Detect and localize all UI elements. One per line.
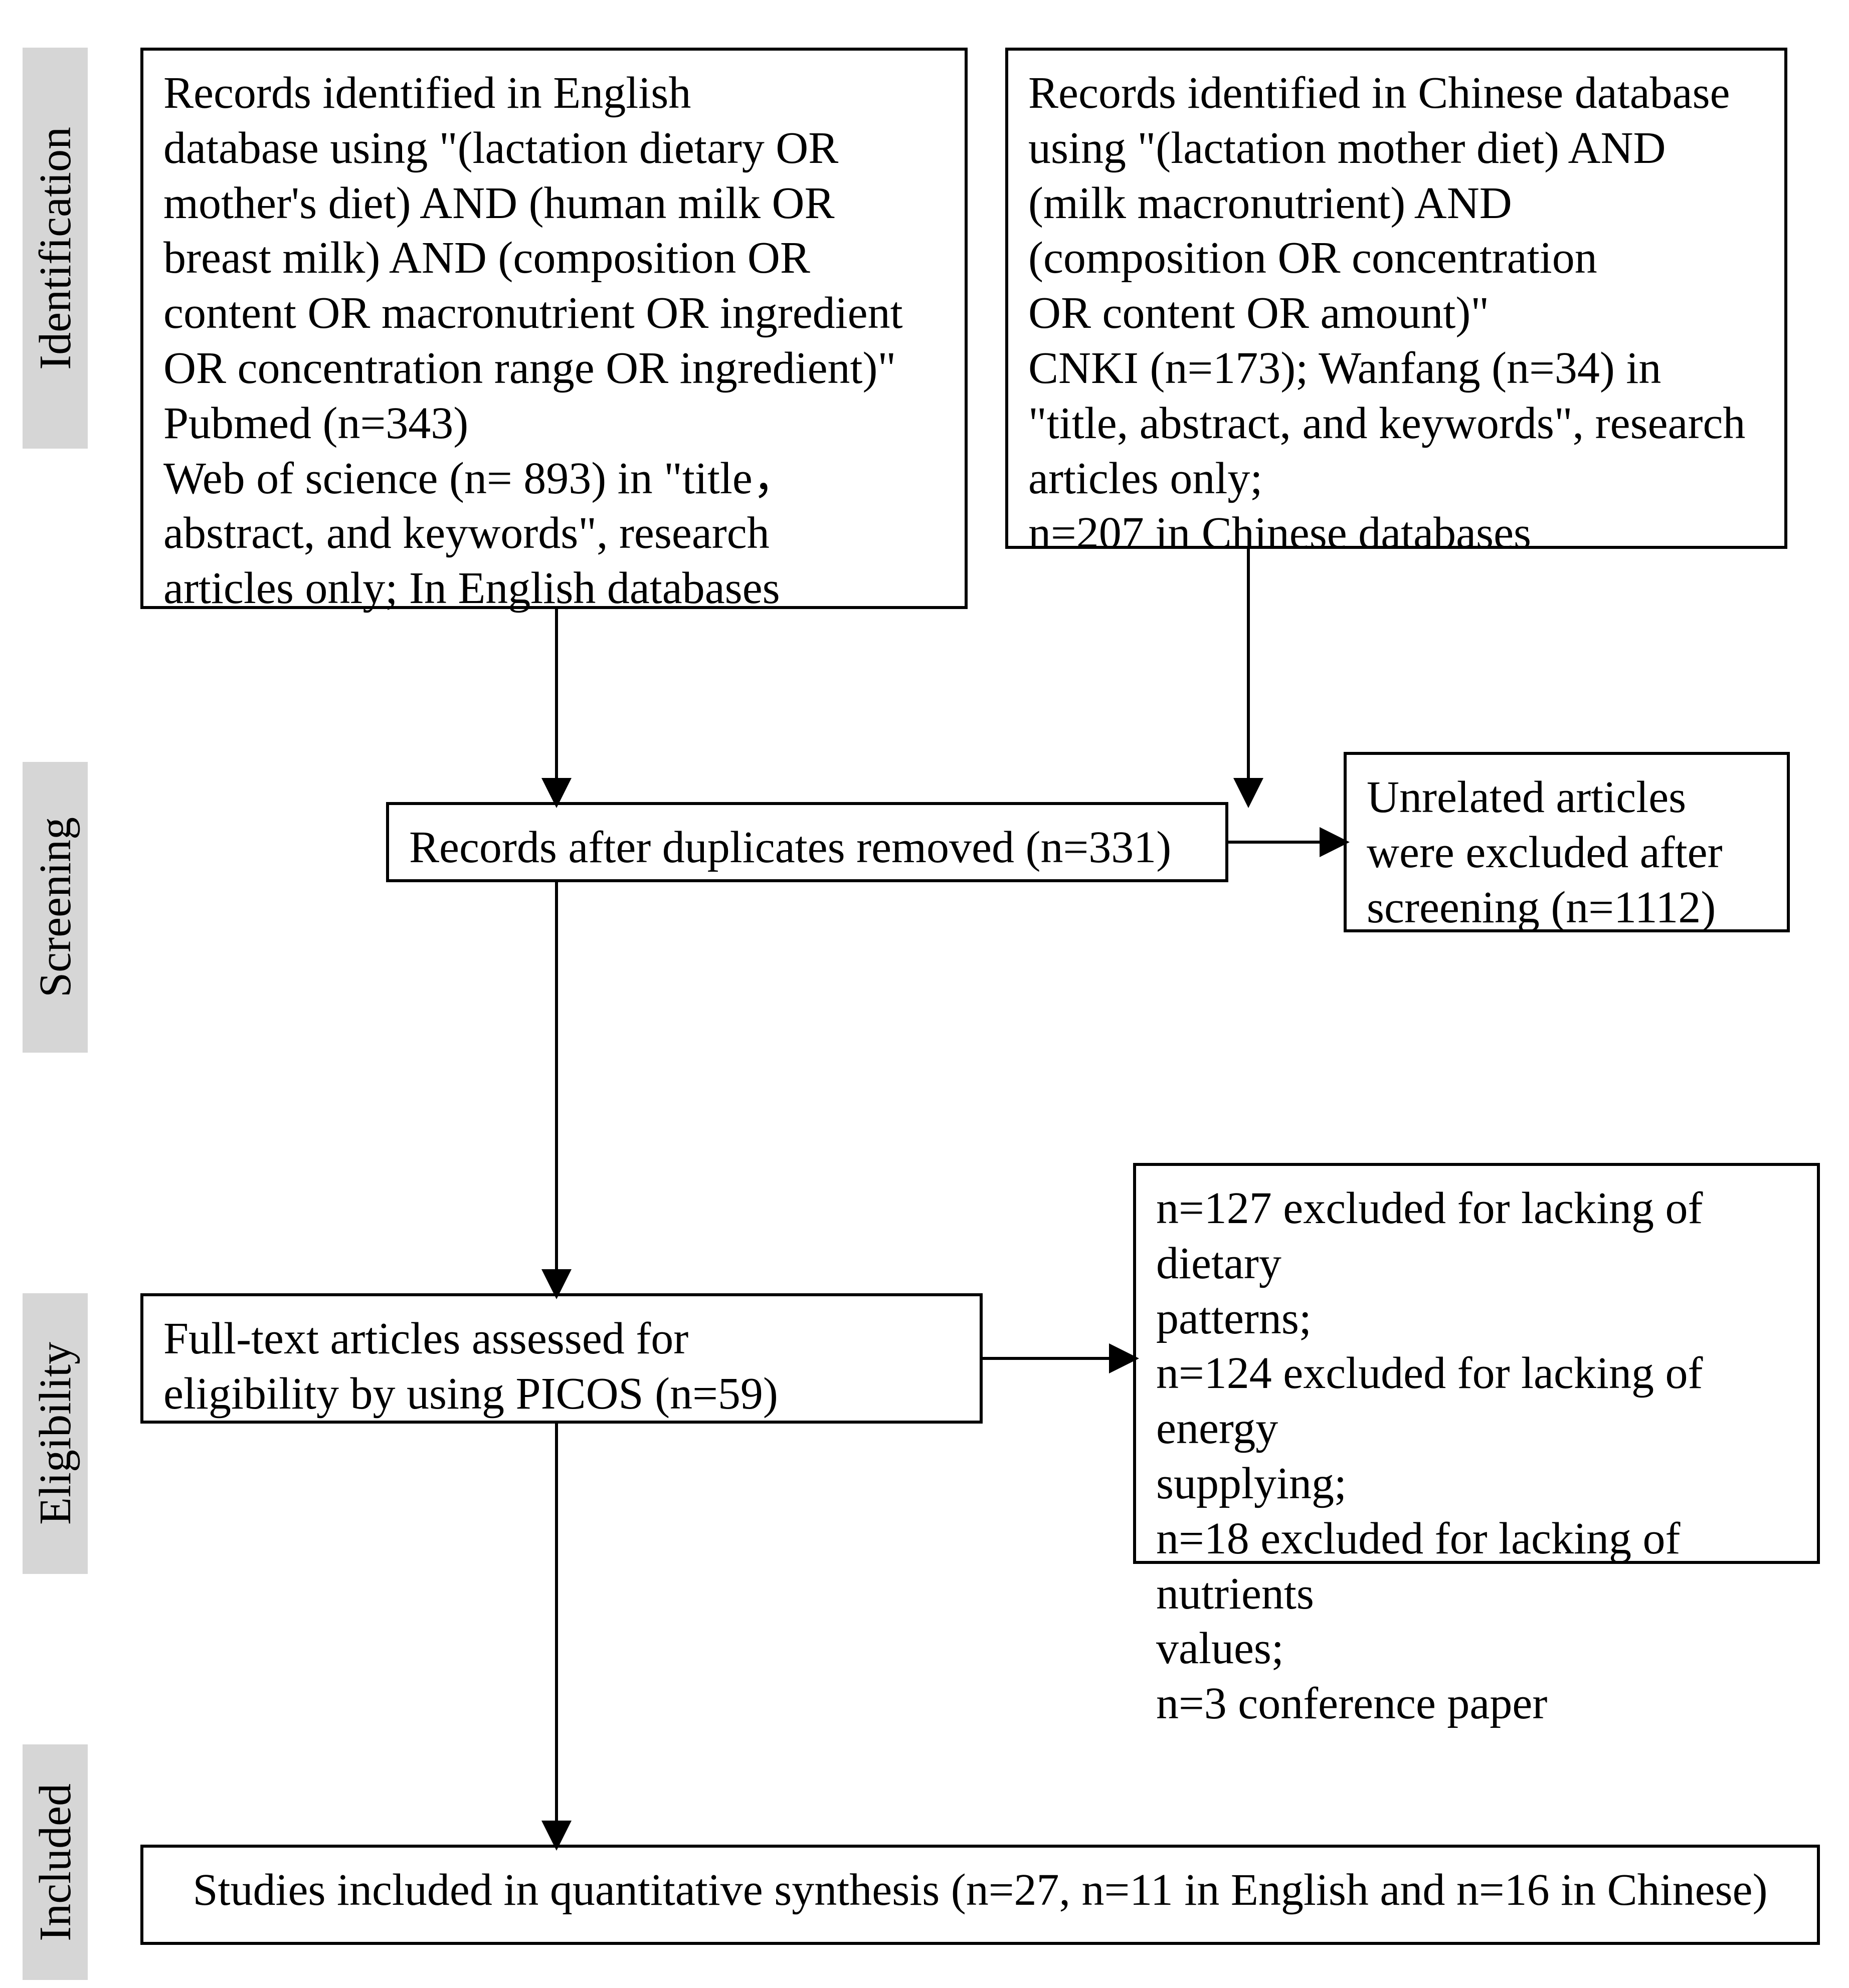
stage-text: Screening (30, 817, 81, 998)
box-line: database using "(lactation dietary OR (163, 121, 945, 176)
box-line: using "(lactation mother diet) AND (1028, 121, 1764, 176)
box-line: Records identified in Chinese database (1028, 66, 1764, 121)
stage-text: Eligibility (30, 1342, 81, 1525)
box-line: n=124 excluded for lacking of energy (1156, 1346, 1797, 1456)
box-line: OR concentration range OR ingredient)" (163, 341, 945, 396)
box-line: CNKI (n=173); Wanfang (n=34) in (1028, 341, 1764, 396)
box-line: were excluded after (1367, 825, 1767, 880)
box-line: articles only; In English databases (163, 561, 945, 616)
box-line: values; (1156, 1621, 1797, 1676)
box-line: n=18 excluded for lacking of nutrients (1156, 1511, 1797, 1622)
box-line: articles only; (1028, 451, 1764, 506)
stage-text: Identification (30, 127, 81, 370)
stage-label-eligibility: Eligibility (23, 1293, 88, 1574)
stage-text: Included (30, 1783, 81, 1941)
box-line: (composition OR concentration (1028, 231, 1764, 286)
box-line: breast milk) AND (composition OR (163, 231, 945, 286)
box-english-db: Records identified in English database u… (140, 48, 968, 609)
box-screening-excluded: Unrelated articles were excluded after s… (1344, 752, 1790, 932)
box-line: OR content OR amount)" (1028, 286, 1764, 341)
box-line: n=207 in Chinese databases (1028, 506, 1764, 561)
box-line: Records after duplicates removed (n=331) (409, 820, 1205, 875)
stage-label-identification: Identification (23, 48, 88, 449)
box-line: patterns; (1156, 1291, 1797, 1346)
stage-label-screening: Screening (23, 762, 88, 1053)
box-line: n=3 conference paper (1156, 1676, 1797, 1731)
box-duplicates-removed: Records after duplicates removed (n=331) (386, 802, 1228, 882)
box-line: eligibility by using PICOS (n=59) (163, 1366, 960, 1422)
box-chinese-db: Records identified in Chinese database u… (1005, 48, 1787, 549)
box-line: supplying; (1156, 1456, 1797, 1511)
box-eligibility-excluded: n=127 excluded for lacking of dietary pa… (1133, 1163, 1820, 1564)
box-line: Records identified in English (163, 66, 945, 121)
box-line: Unrelated articles (1367, 770, 1767, 825)
box-fulltext-assessed: Full-text articles assessed for eligibil… (140, 1293, 983, 1424)
box-line: screening (n=1112) (1367, 880, 1767, 935)
box-included-studies: Studies included in quantitative synthes… (140, 1845, 1820, 1945)
box-line: Web of science (n= 893) in "title， (163, 451, 945, 506)
box-line: (milk macronutrient) AND (1028, 176, 1764, 231)
box-line: mother's diet) AND (human milk OR (163, 176, 945, 231)
box-line: Studies included in quantitative synthes… (163, 1863, 1797, 1918)
box-line: "title, abstract, and keywords", researc… (1028, 396, 1764, 451)
box-line: abstract, and keywords", research (163, 506, 945, 561)
box-line: content OR macronutrient OR ingredient (163, 286, 945, 341)
box-line: Full-text articles assessed for (163, 1311, 960, 1366)
box-line: n=127 excluded for lacking of dietary (1156, 1181, 1797, 1291)
box-line: Pubmed (n=343) (163, 396, 945, 451)
stage-label-included: Included (23, 1744, 88, 1980)
